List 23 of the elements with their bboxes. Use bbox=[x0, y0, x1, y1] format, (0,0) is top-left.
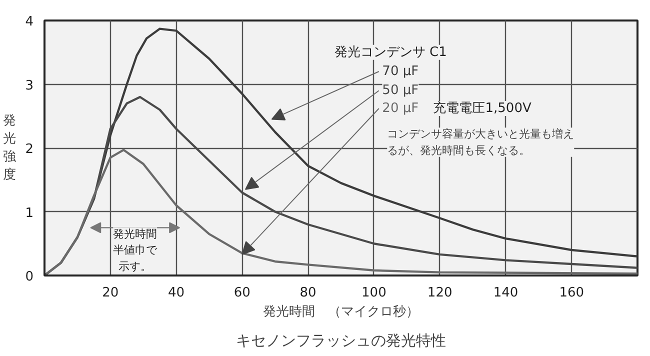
text: 20 μF bbox=[382, 100, 419, 116]
y-tick-label: 2 bbox=[25, 142, 34, 157]
x-tick-label: 160 bbox=[559, 286, 584, 300]
x-tick-label: 60 bbox=[234, 286, 250, 300]
y-tick-label: 1 bbox=[25, 206, 34, 221]
text: 70 μF bbox=[382, 64, 419, 79]
x-tick-label: 80 bbox=[300, 286, 316, 300]
x-tick-label: 100 bbox=[362, 286, 386, 300]
x-tick-label: 140 bbox=[493, 286, 518, 300]
y-axis-title: 発光強度 bbox=[3, 114, 16, 182]
text: キセノンフラッシュの発光特性 bbox=[236, 332, 446, 350]
text: 50 μF bbox=[382, 83, 419, 98]
y-tick-label: 4 bbox=[25, 14, 34, 30]
annotation: 発光時間半値巾で示す。 bbox=[113, 227, 158, 273]
y-tick-label: 0 bbox=[25, 270, 34, 284]
y-tick-label: 3 bbox=[25, 78, 34, 94]
annotation: 充電電圧1,500V bbox=[433, 100, 532, 116]
x-tick-label: 20 bbox=[102, 286, 119, 300]
legend-title: 発光コンデンサ C1 bbox=[334, 44, 447, 60]
x-tick-label: 120 bbox=[427, 286, 452, 300]
x-tick-label: 40 bbox=[168, 286, 185, 300]
x-axis-title: 発光時間 （マイクロ秒） bbox=[263, 304, 419, 320]
annotation: コンデンサ容量が大きいと光量も増えるが、発光時間も長くなる。 bbox=[387, 128, 574, 157]
